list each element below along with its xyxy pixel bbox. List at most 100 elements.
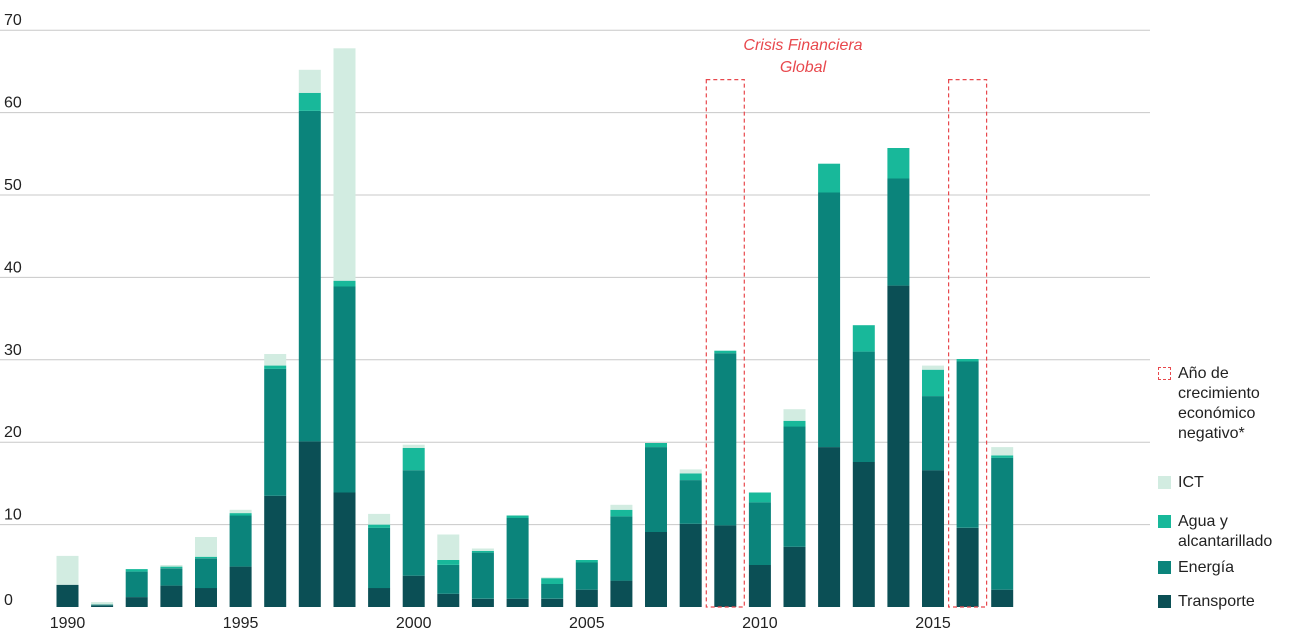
bar-energ-a-2013: [852, 351, 875, 462]
bar-energ-a-1991: [91, 604, 114, 606]
legend-item-water: Agua y alcantarillado: [1158, 512, 1272, 552]
bars: [56, 48, 1014, 607]
bar-energ-a-2014: [887, 178, 910, 286]
x-tick-label-1990: 1990: [50, 615, 86, 632]
x-tick-label-2010: 2010: [742, 615, 778, 632]
bar-transporte-1996: [264, 495, 287, 607]
bar-ict-1990: [56, 555, 79, 585]
legend-label-water: Agua y alcantarillado: [1178, 513, 1273, 550]
bar-transporte-2002: [471, 598, 494, 607]
energy-swatch-icon: [1158, 561, 1171, 574]
bar-transporte-1992: [125, 597, 148, 607]
bar-transporte-2017: [991, 589, 1014, 607]
legend-item-ict: ICT: [1158, 473, 1204, 493]
bar-energ-a-1997: [298, 111, 321, 442]
bar-agua-y-alcantarillado-2014: [887, 148, 910, 179]
bar-ict-2008: [679, 469, 702, 474]
legend-label-transport: Transporte: [1178, 593, 1255, 610]
bar-transporte-2004: [541, 598, 564, 607]
bar-energ-a-1996: [264, 368, 287, 496]
bar-ict-2000: [402, 444, 425, 448]
bar-transporte-1993: [160, 585, 183, 607]
bar-transporte-1990: [56, 584, 79, 607]
bar-agua-y-alcantarillado-1993: [160, 566, 183, 569]
highlight-box-2016: [947, 78, 988, 608]
bar-energ-a-2001: [437, 565, 460, 594]
bar-transporte-2011: [783, 546, 806, 607]
bar-transporte-1995: [229, 566, 252, 607]
bar-ict-1991: [91, 602, 114, 605]
bar-agua-y-alcantarillado-2000: [402, 448, 425, 471]
bar-energ-a-2003: [506, 518, 529, 599]
bar-agua-y-alcantarillado-2002: [471, 551, 494, 553]
bar-ict-1993: [160, 565, 183, 567]
bar-energ-a-2015: [922, 396, 944, 471]
bar-energ-a-2012: [818, 192, 841, 448]
legend: Año de crecimiento económico negativo* I…: [1158, 0, 1298, 637]
bar-agua-y-alcantarillado-2011: [783, 420, 806, 427]
bar-agua-y-alcantarillado-1998: [333, 280, 356, 287]
bar-ict-2015: [922, 365, 944, 370]
bar-transporte-2007: [645, 532, 667, 607]
legend-label-energy: Energía: [1178, 559, 1235, 576]
grid-lines: [0, 29, 1150, 526]
bar-agua-y-alcantarillado-2017: [991, 455, 1014, 458]
bar-ict-1995: [229, 509, 252, 514]
bar-agua-y-alcantarillado-2007: [645, 443, 667, 448]
bar-transporte-1994: [195, 588, 217, 607]
bar-energ-a-2007: [645, 447, 667, 532]
bar-transporte-2001: [437, 593, 460, 607]
bar-energ-a-2011: [783, 426, 806, 547]
legend-label-ict: ICT: [1178, 474, 1204, 491]
bar-energ-a-2016: [956, 361, 979, 528]
bar-ict-2002: [471, 548, 494, 551]
bar-agua-y-alcantarillado-2013: [852, 325, 875, 352]
y-tick-label-60: 60: [4, 95, 22, 112]
legend-item-negative-growth: Año de crecimiento económico negativo*: [1158, 364, 1260, 444]
bar-transporte-2015: [922, 470, 944, 607]
y-tick-label-10: 10: [4, 507, 22, 524]
negative-growth-highlights: [705, 78, 988, 608]
bar-energ-a-1993: [160, 568, 183, 586]
ict-swatch-icon: [1158, 476, 1171, 489]
bar-agua-y-alcantarillado-2016: [956, 359, 979, 362]
bar-energ-a-1999: [368, 527, 391, 589]
bar-transporte-1991: [91, 605, 114, 607]
transport-swatch-icon: [1158, 595, 1171, 608]
legend-item-transport: Transporte: [1158, 592, 1255, 612]
bar-transporte-1999: [368, 588, 391, 607]
x-tick-label-2000: 2000: [396, 615, 432, 632]
bar-energ-a-1995: [229, 515, 252, 567]
bar-energ-a-1994: [195, 558, 217, 589]
bar-transporte-2006: [610, 580, 633, 607]
bar-energ-a-2000: [402, 470, 425, 576]
bar-ict-1994: [195, 537, 217, 557]
bar-ict-2006: [610, 504, 633, 510]
bar-agua-y-alcantarillado-1994: [195, 556, 217, 559]
bar-energ-a-2008: [679, 480, 702, 524]
bar-agua-y-alcantarillado-2004: [541, 578, 564, 584]
bar-agua-y-alcantarillado-2003: [506, 515, 529, 518]
bar-transporte-2003: [506, 598, 529, 607]
bar-transporte-2013: [852, 462, 875, 607]
bar-agua-y-alcantarillado-2001: [437, 560, 460, 565]
bar-agua-y-alcantarillado-2010: [748, 492, 771, 503]
bar-agua-y-alcantarillado-2009: [714, 350, 737, 354]
y-tick-label-50: 50: [4, 177, 22, 194]
bar-energ-a-2002: [471, 552, 494, 599]
bar-ict-1997: [298, 69, 321, 93]
bar-transporte-2014: [887, 285, 910, 607]
bar-ict-1998: [333, 48, 356, 281]
bar-transporte-2012: [818, 447, 841, 607]
bar-energ-a-1998: [333, 286, 356, 493]
bar-ict-1996: [264, 354, 287, 366]
bar-agua-y-alcantarillado-1992: [125, 569, 148, 572]
bar-transporte-2009: [714, 525, 737, 607]
y-tick-label-30: 30: [4, 342, 22, 359]
bar-transporte-2000: [402, 575, 425, 607]
bar-ict-2001: [437, 534, 460, 560]
bar-agua-y-alcantarillado-1997: [298, 92, 321, 111]
annotation-line-1: Crisis Financiera: [743, 37, 862, 54]
bar-energ-a-1992: [125, 571, 148, 598]
